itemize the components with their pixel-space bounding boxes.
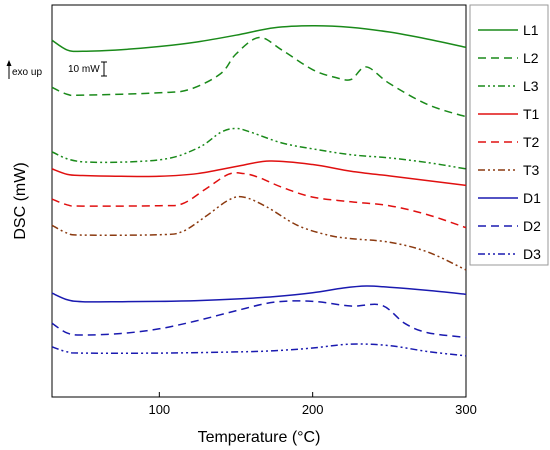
series-line-l2 bbox=[51, 36, 467, 118]
legend-label-t3: T3 bbox=[523, 162, 540, 178]
y-axis-title: DSC (mW) bbox=[12, 162, 29, 239]
series-line-d2 bbox=[51, 300, 467, 339]
legend-label-l3: L3 bbox=[523, 78, 539, 94]
series-line-d1 bbox=[51, 285, 467, 303]
legend-label-l1: L1 bbox=[523, 22, 539, 38]
legend-box bbox=[469, 4, 549, 266]
scale-bar-annotation: 10 mW bbox=[68, 61, 107, 77]
legend-label-t2: T2 bbox=[523, 134, 540, 150]
exo-up-annotation: exo up bbox=[6, 60, 42, 79]
arrow-up-icon bbox=[6, 60, 12, 66]
plot-frame bbox=[51, 4, 467, 398]
x-tick-label: 300 bbox=[455, 402, 477, 417]
legend-label-d2: D2 bbox=[523, 218, 541, 234]
x-axis-title: Temperature (°C) bbox=[198, 429, 321, 446]
legend-label-d1: D1 bbox=[523, 190, 541, 206]
series-line-t2 bbox=[51, 172, 467, 229]
legend-label-l2: L2 bbox=[523, 50, 539, 66]
legend-label-t1: T1 bbox=[523, 106, 540, 122]
exo-up-label: exo up bbox=[12, 67, 42, 78]
x-tick-label: 100 bbox=[148, 402, 170, 417]
x-tick-label: 200 bbox=[302, 402, 324, 417]
series-line-t1 bbox=[51, 160, 467, 187]
legend: L1 L2 L3 T1 T2 T3 D1 D2 D3 bbox=[469, 4, 549, 266]
series-line-l3 bbox=[51, 127, 467, 170]
series-curves bbox=[51, 25, 467, 357]
series-line-d3 bbox=[51, 343, 467, 357]
legend-label-d3: D3 bbox=[523, 246, 541, 262]
series-line-t3 bbox=[51, 195, 467, 271]
x-axis-ticks: 100 200 300 bbox=[148, 392, 477, 417]
scale-bar-label: 10 mW bbox=[68, 64, 100, 75]
series-line-l1 bbox=[51, 25, 467, 53]
